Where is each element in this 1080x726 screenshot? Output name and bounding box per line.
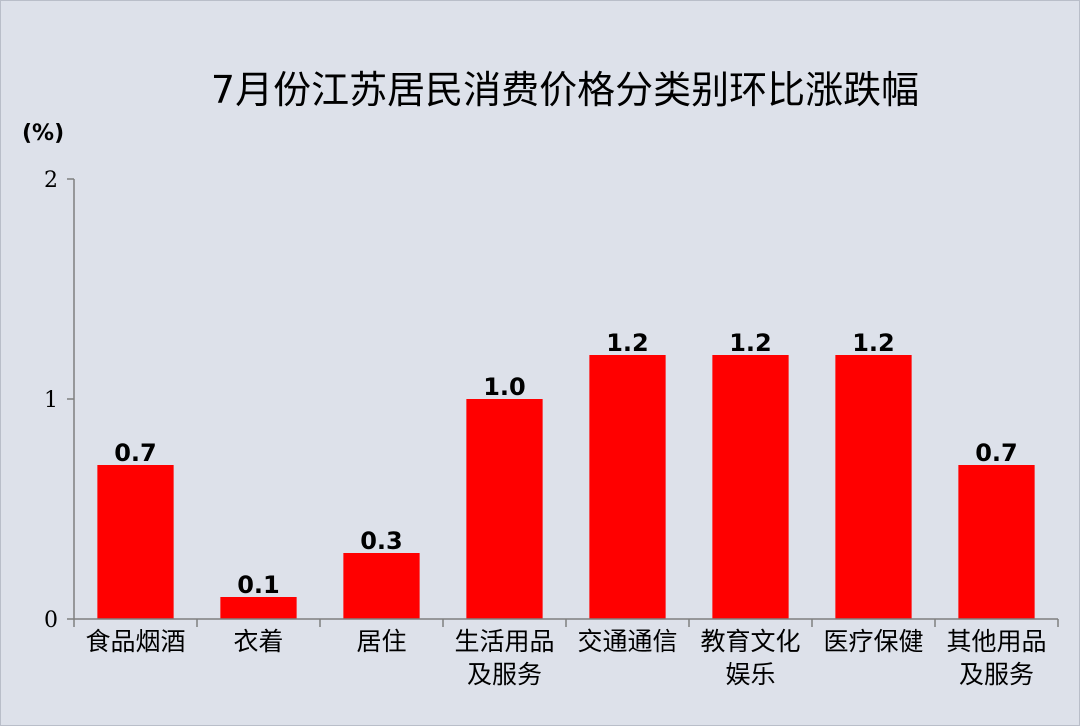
bar-3 (466, 399, 543, 619)
axes-group (67, 178, 1059, 627)
data-label-6: 1.2 (852, 329, 895, 357)
data-label-4: 1.2 (606, 329, 649, 357)
data-label-0: 0.7 (114, 439, 157, 467)
data-label-2: 0.3 (360, 527, 403, 555)
bar-4 (589, 355, 666, 619)
y-tick-label-0: 0 (44, 608, 58, 633)
bars-group (97, 355, 1035, 619)
bar-5 (712, 355, 789, 619)
data-label-7: 0.7 (975, 439, 1018, 467)
x-tick-label-7: 其他用品及服务 (946, 627, 1046, 689)
y-tick-label-1: 1 (44, 388, 58, 413)
x-tick-label-3: 生活用品及服务 (454, 627, 554, 689)
bar-1 (220, 597, 297, 619)
bar-6 (835, 355, 912, 619)
labels-group: 0.7 0.1 0.3 1.0 1.2 1.2 1.2 0.7 0 1 2 食品烟酒 衣着 居住 生活用品及… (44, 168, 1047, 689)
bar-0 (97, 465, 174, 619)
x-tick-label-0: 食品烟酒 (85, 627, 185, 656)
data-label-3: 1.0 (483, 373, 526, 401)
y-tick-label-2: 2 (44, 168, 58, 193)
x-tick-label-6: 医疗保健 (823, 627, 923, 656)
x-tick-label-1: 衣着 (233, 627, 283, 656)
y-axis-unit-label: (%) (22, 121, 64, 146)
x-tick-label-4: 交通通信 (577, 627, 677, 656)
data-label-1: 0.1 (237, 571, 280, 599)
x-tick-label-5: 教育文化娱乐 (700, 627, 800, 689)
bar-2 (343, 553, 420, 619)
x-tick-label-2: 居住 (356, 627, 406, 656)
chart-title: 7月份江苏居民消费价格分类别环比涨跌幅 (211, 68, 919, 112)
bar-7 (958, 465, 1035, 619)
data-label-5: 1.2 (729, 329, 772, 357)
